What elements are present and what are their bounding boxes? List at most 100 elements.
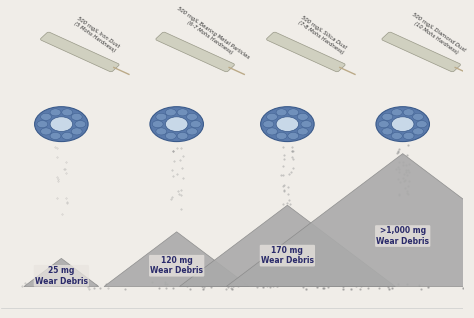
Point — [173, 172, 181, 177]
Point — [103, 282, 110, 287]
Point — [299, 285, 307, 290]
Point — [243, 281, 250, 286]
Text: 500 mg/L Iron Dust
(5 Mohs Hardness): 500 mg/L Iron Dust (5 Mohs Hardness) — [73, 16, 120, 54]
Point — [173, 145, 181, 150]
Point — [401, 178, 409, 183]
Point — [394, 176, 402, 182]
Circle shape — [156, 128, 167, 135]
Point — [207, 284, 215, 289]
Point — [357, 283, 365, 288]
Point — [210, 281, 218, 286]
Circle shape — [187, 113, 198, 121]
Point — [394, 148, 402, 153]
Circle shape — [50, 132, 61, 140]
Text: 500 mg/L Silica Dust
(7-8 Mohs Hardness): 500 mg/L Silica Dust (7-8 Mohs Hardness) — [297, 15, 347, 55]
FancyBboxPatch shape — [266, 32, 345, 72]
Point — [52, 280, 59, 285]
Point — [263, 283, 270, 288]
Point — [164, 281, 171, 287]
Point — [199, 287, 206, 292]
Point — [161, 282, 169, 287]
Point — [200, 284, 208, 289]
Point — [51, 145, 59, 150]
Point — [228, 286, 236, 291]
Point — [395, 147, 402, 152]
Point — [62, 170, 70, 175]
Point — [399, 162, 407, 167]
Point — [356, 287, 364, 292]
Circle shape — [301, 121, 312, 128]
Point — [169, 168, 176, 173]
Point — [169, 149, 177, 154]
Point — [339, 283, 346, 288]
Point — [376, 282, 384, 287]
Point — [169, 149, 177, 154]
Circle shape — [378, 121, 389, 128]
Circle shape — [376, 107, 429, 142]
Point — [227, 286, 235, 291]
Point — [229, 284, 237, 289]
Point — [284, 185, 292, 190]
Point — [465, 281, 473, 286]
Point — [261, 282, 269, 287]
Point — [375, 286, 383, 291]
Point — [405, 169, 412, 174]
Point — [288, 148, 296, 153]
Point — [63, 199, 71, 204]
Circle shape — [190, 121, 201, 128]
Point — [320, 286, 328, 291]
Circle shape — [276, 132, 287, 140]
Point — [319, 286, 327, 291]
Point — [91, 285, 98, 290]
Text: 120 mg
Wear Debris: 120 mg Wear Debris — [150, 256, 203, 275]
Polygon shape — [226, 154, 474, 287]
Point — [177, 192, 185, 197]
Point — [459, 285, 467, 290]
Point — [284, 191, 292, 197]
Point — [148, 280, 156, 285]
Point — [240, 281, 248, 286]
Circle shape — [150, 107, 203, 142]
Point — [402, 169, 410, 175]
Point — [92, 282, 100, 287]
Point — [403, 172, 410, 177]
FancyBboxPatch shape — [382, 32, 461, 72]
Point — [332, 280, 340, 286]
Point — [268, 281, 275, 286]
Point — [339, 287, 347, 292]
Circle shape — [297, 128, 308, 135]
Point — [402, 162, 410, 168]
Point — [222, 281, 229, 286]
Point — [234, 283, 241, 288]
Point — [161, 280, 169, 285]
Point — [198, 284, 206, 289]
Point — [280, 152, 288, 157]
Point — [18, 284, 26, 289]
Point — [274, 283, 282, 288]
Point — [266, 285, 274, 290]
Circle shape — [50, 109, 61, 116]
Point — [362, 281, 369, 286]
Text: 25 mg
Wear Debris: 25 mg Wear Debris — [35, 266, 88, 286]
Point — [403, 189, 411, 194]
Point — [385, 286, 392, 291]
Point — [403, 152, 411, 157]
Polygon shape — [24, 259, 99, 287]
Point — [373, 283, 381, 288]
Text: 500 mg/L Bearing Metal Particles
(6-7 Mohs Hardness): 500 mg/L Bearing Metal Particles (6-7 Mo… — [173, 6, 250, 65]
Circle shape — [177, 132, 188, 140]
Point — [424, 285, 431, 290]
Point — [247, 281, 255, 286]
Point — [388, 286, 395, 291]
Point — [179, 153, 186, 158]
Point — [285, 198, 293, 203]
Circle shape — [276, 109, 287, 116]
Point — [399, 152, 406, 157]
Point — [335, 282, 343, 287]
Point — [222, 287, 230, 292]
Circle shape — [41, 128, 51, 135]
Point — [84, 284, 92, 289]
Circle shape — [266, 128, 277, 135]
Point — [225, 284, 232, 289]
Point — [155, 286, 163, 291]
